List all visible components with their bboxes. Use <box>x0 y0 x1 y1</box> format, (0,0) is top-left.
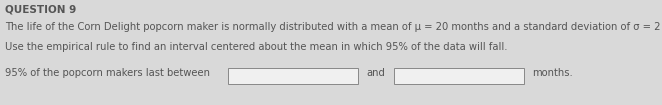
Text: Use the empirical rule to find an interval centered about the mean in which 95% : Use the empirical rule to find an interv… <box>5 42 508 52</box>
Text: QUESTION 9: QUESTION 9 <box>5 5 76 15</box>
Text: The life of the Corn Delight popcorn maker is normally distributed with a mean o: The life of the Corn Delight popcorn mak… <box>5 22 662 32</box>
Text: and: and <box>366 68 385 78</box>
Text: months.: months. <box>532 68 573 78</box>
Text: 95% of the popcorn makers last between: 95% of the popcorn makers last between <box>5 68 210 78</box>
